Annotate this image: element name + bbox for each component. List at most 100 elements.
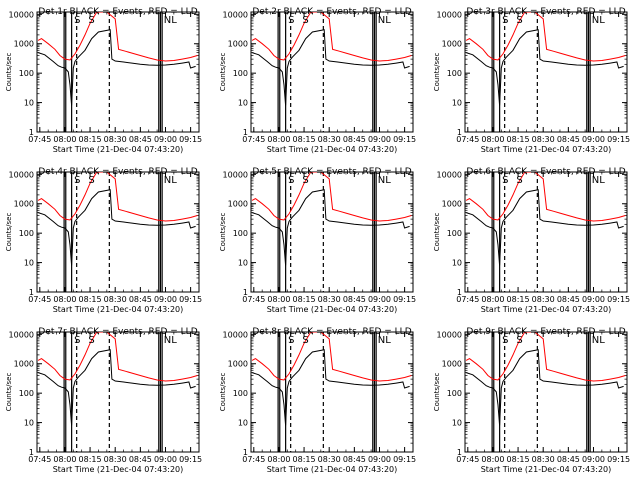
panel-title: Det 4r BLACK = Events, RED = LLD bbox=[38, 167, 197, 177]
detector-panel-2: 1 10 100 1000 10000 07:45 08:00 08:15 08:30 08:45… bbox=[219, 7, 416, 154]
series-group bbox=[465, 332, 626, 426]
event-marker-label: NL bbox=[164, 15, 177, 26]
x-axis-label: Start Time (21-Dec-04 07:43:20) bbox=[267, 305, 398, 314]
x-tick-label: 09:15 bbox=[179, 135, 202, 144]
x-tick-label: 09:00 bbox=[368, 295, 391, 304]
event-marker-label: S bbox=[88, 15, 94, 26]
series-group bbox=[37, 12, 198, 106]
series-group bbox=[37, 172, 198, 266]
x-tick-label: 09:00 bbox=[582, 135, 605, 144]
x-tick-label: 09:15 bbox=[607, 455, 630, 464]
x-tick-label: 08:30 bbox=[318, 455, 341, 464]
series-line-events bbox=[37, 349, 196, 426]
x-tick-label: 08:15 bbox=[507, 295, 530, 304]
y-tick-label: 100 bbox=[233, 229, 248, 238]
x-tick-label: 08:00 bbox=[53, 455, 76, 464]
y-tick-label: 1 bbox=[29, 448, 34, 457]
y-axis-label: Counts/sec bbox=[433, 53, 441, 92]
x-tick-label: 08:00 bbox=[267, 295, 290, 304]
event-marker-label: S bbox=[502, 15, 508, 26]
y-tick-label: 1 bbox=[243, 288, 248, 297]
plot-frame bbox=[464, 11, 628, 133]
series-line-events bbox=[465, 349, 624, 426]
detector-panel-3: 1 10 100 1000 10000 07:45 08:00 08:15 08:30 08:45… bbox=[433, 7, 630, 154]
y-tick-label: 10000 bbox=[9, 330, 34, 339]
x-tick-label: 08:15 bbox=[79, 295, 102, 304]
y-tick-label: 1000 bbox=[442, 40, 462, 49]
event-marker-label: NL bbox=[378, 175, 391, 186]
x-tick-label: 09:00 bbox=[368, 135, 391, 144]
x-tick-label: 09:15 bbox=[393, 455, 416, 464]
x-axis-label: Start Time (21-Dec-04 07:43:20) bbox=[481, 145, 612, 154]
y-axis-label: Counts/sec bbox=[5, 373, 13, 412]
x-tick-label: 09:15 bbox=[393, 135, 416, 144]
x-tick-label: 09:00 bbox=[368, 455, 391, 464]
y-tick-label: 10000 bbox=[9, 10, 34, 19]
y-tick-label: 1 bbox=[457, 288, 462, 297]
y-tick-label: 10000 bbox=[223, 170, 248, 179]
plot-frame bbox=[250, 171, 414, 293]
y-tick-label: 10000 bbox=[437, 10, 462, 19]
series-line-lld bbox=[465, 172, 626, 222]
event-marker-label: S bbox=[516, 15, 522, 26]
event-marker-label: S bbox=[516, 175, 522, 186]
plot-frame bbox=[36, 11, 200, 133]
y-tick-label: 100 bbox=[447, 69, 462, 78]
detector-panel-1: 1 10 100 1000 10000 07:45 08:00 08:15 08:30 08:45… bbox=[5, 7, 202, 154]
y-axis-label: Counts/sec bbox=[5, 213, 13, 252]
event-marker-label: S bbox=[288, 175, 294, 186]
y-tick-label: 10000 bbox=[437, 330, 462, 339]
detector-panel-7: 1 10 100 1000 10000 07:45 08:00 08:15 08:30 08:45… bbox=[5, 327, 202, 474]
x-tick-label: 07:45 bbox=[242, 135, 265, 144]
x-tick-label: 08:15 bbox=[79, 455, 102, 464]
panel-title: Det 8r BLACK = Events, RED = LLD bbox=[252, 327, 411, 337]
x-tick-label: 07:45 bbox=[28, 455, 51, 464]
y-tick-label: 1000 bbox=[442, 360, 462, 369]
event-marker-label: S bbox=[302, 15, 308, 26]
y-tick-label: 10 bbox=[452, 419, 462, 428]
event-marker-label: S bbox=[516, 335, 522, 346]
x-tick-label: 07:45 bbox=[242, 455, 265, 464]
x-axis-label: Start Time (21-Dec-04 07:43:20) bbox=[53, 465, 184, 474]
panel-title: Det 9r BLACK = Events, RED = LLD bbox=[466, 327, 625, 337]
event-marker-label: S bbox=[302, 335, 308, 346]
y-axis-label: Counts/sec bbox=[5, 53, 13, 92]
series-line-lld bbox=[251, 332, 412, 382]
series-line-lld bbox=[465, 332, 626, 382]
x-tick-label: 08:45 bbox=[557, 455, 580, 464]
y-tick-label: 100 bbox=[447, 389, 462, 398]
y-tick-label: 100 bbox=[19, 229, 34, 238]
x-tick-label: 09:15 bbox=[607, 135, 630, 144]
y-tick-label: 1 bbox=[29, 288, 34, 297]
event-marker-label: S bbox=[74, 175, 80, 186]
y-axis-label: Counts/sec bbox=[433, 213, 441, 252]
event-marker-label: S bbox=[74, 15, 80, 26]
x-tick-label: 09:00 bbox=[154, 455, 177, 464]
y-tick-label: 10 bbox=[24, 419, 34, 428]
x-axis-label: Start Time (21-Dec-04 07:43:20) bbox=[267, 465, 398, 474]
event-marker-label: S bbox=[74, 335, 80, 346]
detector-panel-4: 1 10 100 1000 10000 07:45 08:00 08:15 08:30 08:45… bbox=[5, 167, 202, 314]
series-line-lld bbox=[37, 172, 198, 222]
y-tick-label: 1 bbox=[243, 128, 248, 137]
x-tick-label: 08:45 bbox=[129, 455, 152, 464]
plot-frame bbox=[250, 331, 414, 453]
x-axis-label: Start Time (21-Dec-04 07:43:20) bbox=[53, 145, 184, 154]
x-tick-label: 08:00 bbox=[481, 455, 504, 464]
panel-title: Det 5r BLACK = Events, RED = LLD bbox=[252, 167, 411, 177]
panel-title: Det 3r BLACK = Events, RED = LLD bbox=[466, 7, 625, 17]
x-tick-label: 08:15 bbox=[507, 455, 530, 464]
x-axis-label: Start Time (21-Dec-04 07:43:20) bbox=[53, 305, 184, 314]
event-marker-label: NL bbox=[592, 335, 605, 346]
x-tick-label: 08:15 bbox=[507, 135, 530, 144]
x-tick-label: 07:45 bbox=[242, 295, 265, 304]
x-tick-label: 08:45 bbox=[343, 455, 366, 464]
x-tick-label: 08:15 bbox=[79, 135, 102, 144]
y-tick-label: 10 bbox=[238, 99, 248, 108]
series-group bbox=[465, 172, 626, 266]
x-tick-label: 08:30 bbox=[532, 455, 555, 464]
y-tick-label: 1 bbox=[457, 448, 462, 457]
event-marker-label: NL bbox=[592, 15, 605, 26]
y-tick-label: 1000 bbox=[228, 360, 248, 369]
